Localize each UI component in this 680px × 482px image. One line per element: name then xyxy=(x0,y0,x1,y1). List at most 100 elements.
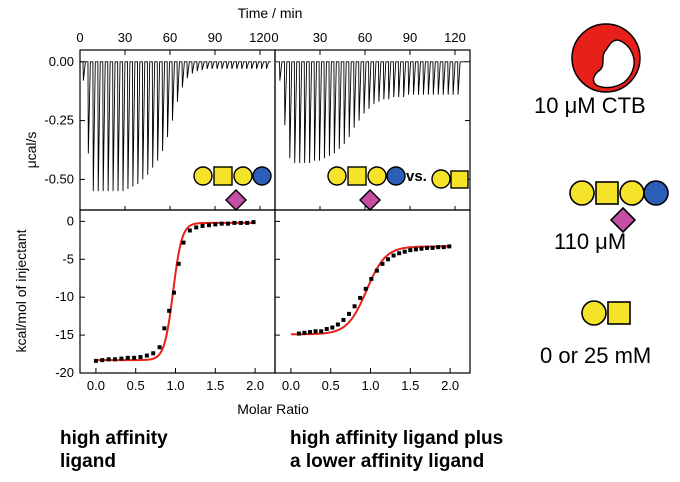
y-tick-label: -0.50 xyxy=(44,171,74,186)
ylabel-kcal-per-mol: kcal/mol of injectant xyxy=(13,229,29,352)
gm1-glycan-icon xyxy=(193,166,272,211)
data-point xyxy=(162,326,167,331)
x-tick-label: 0.0 xyxy=(87,378,105,393)
itc-panels: 0.00 -0.25 -0.50 xyxy=(44,49,471,374)
heat-trace xyxy=(275,61,466,163)
data-point xyxy=(187,228,192,233)
x-tick-label: 0.0 xyxy=(282,378,300,393)
gm1-glycan-icon xyxy=(569,180,669,234)
data-point xyxy=(226,221,231,226)
data-point xyxy=(171,290,176,295)
data-point xyxy=(132,355,137,360)
data-point xyxy=(151,351,156,356)
data-point xyxy=(419,246,424,251)
data-point xyxy=(251,220,256,225)
time-axis-label: Time / min xyxy=(238,5,303,21)
data-point xyxy=(363,286,368,291)
data-point xyxy=(319,329,324,334)
data-point xyxy=(335,322,340,327)
data-point xyxy=(313,329,318,334)
data-point xyxy=(447,244,452,249)
data-point xyxy=(358,295,363,300)
data-point xyxy=(352,304,357,309)
data-point xyxy=(194,225,199,230)
data-point xyxy=(408,248,413,253)
gm1-concentration-label: 110 μM xyxy=(554,229,627,254)
y-tick-label: -5 xyxy=(62,251,74,266)
y-tick-label: -0.25 xyxy=(44,113,74,128)
x-tick-label: 0.5 xyxy=(127,378,145,393)
caption-line: high affinity xyxy=(60,428,168,449)
y-tick-label: -20 xyxy=(55,365,74,380)
data-point xyxy=(441,245,446,250)
isotherm-right: 0.0 0.5 1.0 1.5 2.0 xyxy=(275,220,459,393)
x-tick-label: 90 xyxy=(403,30,417,45)
data-point xyxy=(238,220,243,225)
y-tick-label: 0.00 xyxy=(49,54,74,69)
lactose-concentration-label: 0 or 25 mM xyxy=(540,343,652,368)
data-point xyxy=(119,356,124,361)
data-point xyxy=(144,353,149,358)
x-tick-label: 0 xyxy=(76,30,83,45)
data-point xyxy=(138,355,143,360)
x-tick-label: 30 xyxy=(313,30,327,45)
data-point xyxy=(425,245,430,250)
x-tick-label: 30 xyxy=(118,30,132,45)
data-point xyxy=(245,220,250,225)
panel-frame xyxy=(274,209,471,374)
y-tick-label: 0 xyxy=(67,213,74,228)
raw-heat-traces-right xyxy=(275,61,466,163)
data-point xyxy=(167,308,172,313)
data-point xyxy=(347,311,352,316)
vs-label: vs. xyxy=(406,168,427,185)
molar-ratio-axis-label: Molar Ratio xyxy=(237,401,309,417)
data-point xyxy=(113,357,118,362)
data-point xyxy=(213,222,218,227)
x-tick-label: 1.5 xyxy=(206,378,224,393)
x-tick-label: 90 xyxy=(208,30,222,45)
data-point xyxy=(219,221,224,226)
y-tick-label: -15 xyxy=(55,327,74,342)
caption-high-affinity: high affinity ligand xyxy=(60,427,240,473)
data-point xyxy=(369,276,374,281)
lactose-icon xyxy=(431,169,469,189)
data-point xyxy=(436,245,441,250)
lactose-icon xyxy=(581,300,631,326)
x-tick-label: 60 xyxy=(358,30,372,45)
caption-line: a lower affinity ligand xyxy=(290,451,485,472)
fit-curve xyxy=(290,245,451,336)
x-tick-label: 1.5 xyxy=(401,378,419,393)
data-point xyxy=(308,330,313,335)
data-point xyxy=(206,223,211,228)
data-point xyxy=(402,249,407,254)
isotherm-left: 0.0 0.5 1.0 1.5 2.0 0 -5 -10 -15 -20 xyxy=(55,213,264,393)
caption-line: ligand xyxy=(60,451,116,472)
ctb-protein-icon xyxy=(571,23,641,93)
data-point xyxy=(181,240,186,245)
x-tick-label: 0 xyxy=(271,30,278,45)
data-point xyxy=(296,331,301,336)
data-point xyxy=(232,220,237,225)
x-tick-label: 1.0 xyxy=(166,378,184,393)
data-point xyxy=(430,245,435,250)
x-tick-label: 1.0 xyxy=(361,378,379,393)
gm1-glycan-icon xyxy=(327,166,406,211)
data-point xyxy=(324,327,329,332)
x-tick-label: 2.0 xyxy=(246,378,264,393)
raw-heat-traces-left xyxy=(80,61,271,192)
data-point xyxy=(302,330,307,335)
data-point xyxy=(93,358,98,363)
panel-frame xyxy=(79,209,276,374)
data-point xyxy=(157,345,162,350)
data-point xyxy=(100,358,105,363)
data-point xyxy=(341,317,346,322)
x-tick-label: 2.0 xyxy=(441,378,459,393)
data-point xyxy=(386,257,391,262)
caption-line: high affinity ligand plus xyxy=(290,428,504,449)
y-tick-label: -10 xyxy=(55,289,74,304)
data-point xyxy=(330,325,335,330)
x-tick-label: 0.5 xyxy=(322,378,340,393)
data-point xyxy=(413,247,418,252)
data-point xyxy=(176,261,181,266)
